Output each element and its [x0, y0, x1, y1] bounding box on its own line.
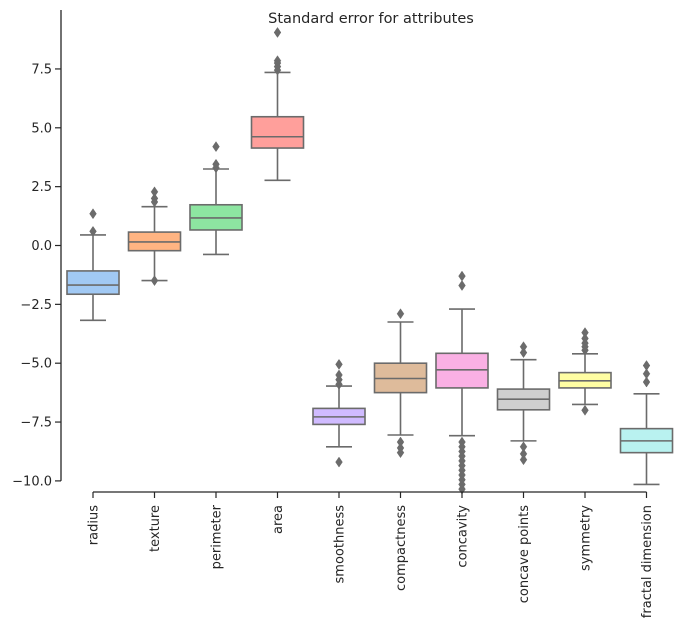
x-axis: radius texture perimeter area smoothness comp… — [87, 491, 655, 618]
x-tick-label: texture — [148, 505, 163, 552]
outlier-point — [581, 333, 589, 344]
outlier-point — [335, 456, 343, 468]
x-tick-label: compactness — [394, 505, 409, 591]
outlier-point — [519, 454, 528, 466]
outlier-point — [396, 436, 405, 448]
outlier-point — [642, 376, 651, 388]
box-radius — [66, 208, 120, 322]
y-tick-label: 5.0 — [31, 121, 52, 136]
y-tick-label: −5.0 — [20, 357, 52, 372]
outlier-point — [519, 347, 528, 359]
iqr-box — [66, 270, 120, 296]
outlier-point — [581, 327, 589, 339]
outlier-point — [642, 368, 651, 380]
box-fractal-dimension — [619, 360, 674, 486]
box-area — [250, 27, 305, 182]
outlier-point — [519, 441, 528, 453]
box-compactness — [373, 308, 428, 459]
outlier-point — [396, 308, 405, 320]
x-tick-label: area — [271, 505, 286, 534]
x-tick-label: perimeter — [210, 504, 225, 569]
outlier-point — [335, 358, 343, 370]
outlier-point — [273, 27, 282, 38]
outlier-point — [396, 442, 405, 454]
y-axis: 7.5 5.0 2.5 0.0 −2.5 −5.0 −7.5 −10.0 — [12, 10, 62, 489]
y-tick-label: −2.5 — [20, 298, 52, 313]
outlier-point — [212, 158, 220, 170]
outlier-point — [150, 186, 159, 198]
box-symmetry — [558, 327, 612, 416]
chart-title: Standard error for attributes — [268, 11, 474, 27]
outlier-point — [212, 141, 220, 153]
outlier-point — [273, 55, 282, 67]
box-perimeter — [189, 141, 243, 256]
iqr-box — [435, 352, 489, 389]
box-concavity — [435, 270, 489, 495]
outlier-point — [519, 341, 528, 353]
outlier-point — [89, 208, 97, 220]
iqr-box — [250, 115, 305, 149]
outlier-point — [89, 225, 97, 237]
box-texture — [127, 186, 182, 287]
box-smoothness — [312, 358, 366, 468]
x-tick-label: radius — [87, 505, 102, 545]
outlier-point — [335, 369, 343, 381]
outlier-point — [519, 448, 528, 460]
x-tick-label: concavity — [456, 505, 471, 568]
x-tick-label: fractal dimension — [640, 505, 655, 618]
outlier-point — [581, 404, 589, 416]
outlier-point — [150, 275, 159, 287]
outlier-point — [458, 280, 466, 291]
outlier-point — [458, 436, 466, 448]
outlier-point — [642, 360, 651, 371]
x-tick-label: concave points — [517, 505, 532, 603]
plot-area — [66, 27, 674, 495]
y-tick-label: −7.5 — [20, 416, 52, 431]
outlier-point — [458, 270, 466, 282]
outlier-point — [150, 192, 159, 204]
y-tick-label: 7.5 — [31, 62, 52, 77]
y-tick-label: 0.0 — [31, 239, 52, 254]
box-concave-points — [496, 341, 551, 466]
y-tick-label: 2.5 — [31, 180, 52, 195]
y-tick-label: −10.0 — [12, 474, 52, 489]
x-tick-label: smoothness — [333, 505, 348, 584]
x-tick-label: symmetry — [579, 505, 594, 571]
